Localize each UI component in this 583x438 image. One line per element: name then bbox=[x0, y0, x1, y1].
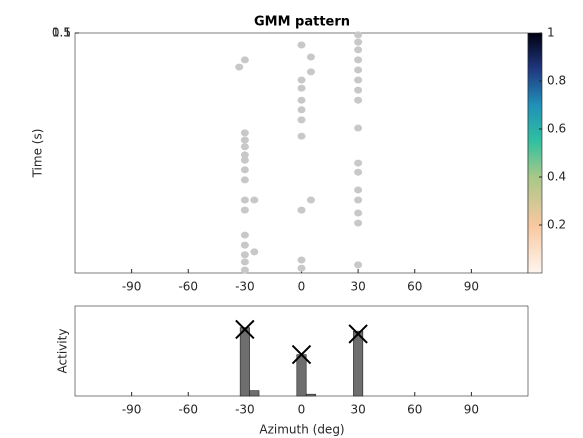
point bbox=[240, 241, 249, 249]
point bbox=[354, 38, 363, 46]
point bbox=[240, 251, 249, 259]
point bbox=[354, 66, 363, 74]
x-tick-label: 0 bbox=[298, 403, 306, 417]
x-tick-label: 60 bbox=[407, 403, 422, 417]
point bbox=[297, 206, 306, 214]
colorbar-tick-label: 0.8 bbox=[547, 74, 566, 88]
y-axis-label: Activity bbox=[56, 329, 70, 374]
point bbox=[354, 219, 363, 227]
point bbox=[354, 31, 363, 39]
bar bbox=[239, 327, 250, 397]
point bbox=[306, 68, 315, 76]
colorbar-tick-label: 0.6 bbox=[547, 122, 566, 136]
point bbox=[240, 266, 249, 274]
point bbox=[297, 96, 306, 104]
point bbox=[297, 76, 306, 84]
y-tick-label: 0.5 bbox=[52, 26, 71, 40]
y-tick-label: 1 bbox=[63, 26, 71, 40]
point bbox=[240, 166, 249, 174]
point bbox=[240, 258, 249, 266]
x-tick-label: -60 bbox=[178, 280, 198, 294]
point bbox=[297, 132, 306, 140]
x-tick-label: -90 bbox=[122, 280, 142, 294]
point bbox=[354, 196, 363, 204]
x-tick-label: -30 bbox=[235, 280, 255, 294]
x-tick-label: 90 bbox=[464, 403, 479, 417]
point bbox=[250, 248, 259, 256]
point bbox=[297, 256, 306, 264]
peak-marker bbox=[291, 344, 312, 365]
colorbar-tick-label: 1 bbox=[547, 26, 555, 40]
point bbox=[354, 209, 363, 217]
x-tick-label: -90 bbox=[122, 403, 142, 417]
bar bbox=[296, 354, 307, 397]
point bbox=[306, 196, 315, 204]
point bbox=[240, 231, 249, 239]
point bbox=[240, 136, 249, 144]
point bbox=[354, 96, 363, 104]
point bbox=[354, 261, 363, 269]
point bbox=[297, 84, 306, 92]
point bbox=[354, 46, 363, 54]
point bbox=[297, 41, 306, 49]
bar bbox=[353, 330, 364, 397]
point bbox=[240, 143, 249, 151]
peak-marker bbox=[235, 319, 255, 340]
colorbar-tick-label: 0.2 bbox=[547, 218, 566, 232]
point bbox=[240, 156, 249, 164]
point bbox=[354, 159, 363, 167]
point bbox=[240, 151, 249, 159]
plot-area bbox=[74, 32, 529, 274]
colorbar-tick-label: 0.4 bbox=[547, 170, 566, 184]
point bbox=[297, 106, 306, 114]
x-axis-label: Azimuth (deg) bbox=[259, 423, 344, 437]
point bbox=[250, 196, 259, 204]
point bbox=[240, 196, 249, 204]
chart-title: GMM pattern bbox=[254, 15, 350, 30]
y-axis-label: Time (s) bbox=[31, 129, 45, 179]
x-tick-label: -30 bbox=[235, 403, 255, 417]
point bbox=[354, 186, 363, 194]
point bbox=[297, 116, 306, 124]
x-tick-label: 60 bbox=[407, 280, 422, 294]
point bbox=[297, 264, 306, 272]
x-tick-label: 30 bbox=[350, 280, 365, 294]
point bbox=[240, 56, 249, 64]
point bbox=[354, 56, 363, 64]
point bbox=[354, 76, 363, 84]
x-tick-label: -60 bbox=[178, 403, 198, 417]
point bbox=[240, 176, 249, 184]
point bbox=[354, 86, 363, 94]
point bbox=[240, 206, 249, 214]
bar bbox=[305, 393, 316, 397]
point bbox=[306, 53, 315, 61]
bar bbox=[249, 390, 260, 397]
point bbox=[240, 129, 249, 137]
y-tick-label: 1.5 bbox=[52, 26, 71, 40]
x-tick-label: 0 bbox=[298, 280, 306, 294]
colorbar bbox=[527, 32, 543, 274]
point bbox=[354, 124, 363, 132]
x-tick-label: 30 bbox=[350, 403, 365, 417]
peak-marker bbox=[348, 324, 368, 344]
point bbox=[354, 168, 363, 176]
point bbox=[235, 63, 244, 71]
x-tick-label: 90 bbox=[464, 280, 479, 294]
